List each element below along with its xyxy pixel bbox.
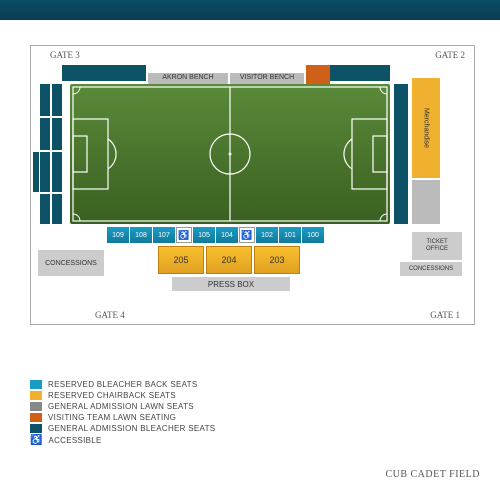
legend-item: RESERVED CHAIRBACK SEATS <box>30 391 215 400</box>
accessible-icon: ♿ <box>30 435 42 446</box>
bleacher-section-108[interactable]: 108 <box>130 227 152 243</box>
header-bar <box>0 0 500 20</box>
ga-bleacher-left-2[interactable] <box>52 84 62 116</box>
ga-bleacher-top-left[interactable] <box>62 65 146 81</box>
bleacher-section-100[interactable]: 100 <box>302 227 324 243</box>
scoreboard <box>33 152 39 192</box>
field-markings <box>70 84 390 224</box>
ticket-label-1: TICKET <box>426 239 447 246</box>
legend: RESERVED BLEACHER BACK SEATS RESERVED CHA… <box>30 380 215 448</box>
legend-item: RESERVED BLEACHER BACK SEATS <box>30 380 215 389</box>
gate-1-label: GATE 1 <box>430 310 460 320</box>
legend-label: ACCESSIBLE <box>48 436 101 445</box>
legend-item: GENERAL ADMISSION LAWN SEATS <box>30 402 215 411</box>
home-bench: AKRON BENCH <box>148 73 228 84</box>
visiting-lawn-section[interactable] <box>306 65 330 84</box>
legend-item: ♿ ACCESSIBLE <box>30 435 215 446</box>
legend-swatch <box>30 413 42 422</box>
legend-label: VISITING TEAM LAWN SEATING <box>48 413 176 422</box>
press-box: PRESS BOX <box>172 277 290 291</box>
legend-swatch <box>30 402 42 411</box>
ga-bleacher-left-1[interactable] <box>40 84 50 116</box>
bleacher-section-104[interactable]: 104 <box>216 227 238 243</box>
legend-item: VISITING TEAM LAWN SEATING <box>30 413 215 422</box>
chairback-row: 205204203 <box>158 246 300 274</box>
ga-bleacher-left-7[interactable] <box>40 194 50 224</box>
ga-bleacher-left-3[interactable] <box>40 118 50 150</box>
chairback-section-204[interactable]: 204 <box>206 246 252 274</box>
concessions-left: CONCESSIONS <box>38 250 104 276</box>
chairback-section-203[interactable]: 203 <box>254 246 300 274</box>
seating-map: GATE 3 GATE 2 GATE 4 GATE 1 AKRON BENCH … <box>0 20 500 360</box>
soccer-field <box>70 84 390 224</box>
concessions-right: CONCESSIONS <box>400 262 462 276</box>
ticket-label-2: OFFICE <box>426 246 448 253</box>
venue-name: CUB CADET FIELD <box>385 469 480 480</box>
bleacher-section-107[interactable]: 107 <box>153 227 175 243</box>
legend-label: GENERAL ADMISSION LAWN SEATS <box>48 402 194 411</box>
bleacher-section-102[interactable]: 102 <box>256 227 278 243</box>
gate-3-label: GATE 3 <box>50 50 80 60</box>
ga-bleacher-right[interactable] <box>394 84 408 224</box>
gate-4-label: GATE 4 <box>95 310 125 320</box>
ga-bleacher-left-5[interactable] <box>40 152 50 192</box>
bleacher-section-109[interactable]: 109 <box>107 227 129 243</box>
ga-bleacher-left-8[interactable] <box>52 194 62 224</box>
ga-bleacher-left-4[interactable] <box>52 118 62 150</box>
bleacher-section-101[interactable]: 101 <box>279 227 301 243</box>
merchandise: Merchandise <box>412 78 440 178</box>
gate-2-label: GATE 2 <box>435 50 465 60</box>
chairback-section-205[interactable]: 205 <box>158 246 204 274</box>
legend-swatch <box>30 380 42 389</box>
legend-label: GENERAL ADMISSION BLEACHER SEATS <box>48 424 215 433</box>
legend-swatch <box>30 391 42 400</box>
legend-label: RESERVED CHAIRBACK SEATS <box>48 391 176 400</box>
visitor-bench: VISITOR BENCH <box>230 73 304 84</box>
accessible-seat[interactable]: ♿ <box>176 227 192 243</box>
legend-item: GENERAL ADMISSION BLEACHER SEATS <box>30 424 215 433</box>
accessible-seat[interactable]: ♿ <box>239 227 255 243</box>
legend-label: RESERVED BLEACHER BACK SEATS <box>48 380 197 389</box>
bleacher-row: 109108107♿105104♿102101100 <box>107 227 324 243</box>
ticket-office: TICKET OFFICE <box>412 232 462 260</box>
legend-swatch <box>30 424 42 433</box>
bleacher-section-105[interactable]: 105 <box>193 227 215 243</box>
ga-bleacher-left-6[interactable] <box>52 152 62 192</box>
right-block <box>412 180 440 224</box>
